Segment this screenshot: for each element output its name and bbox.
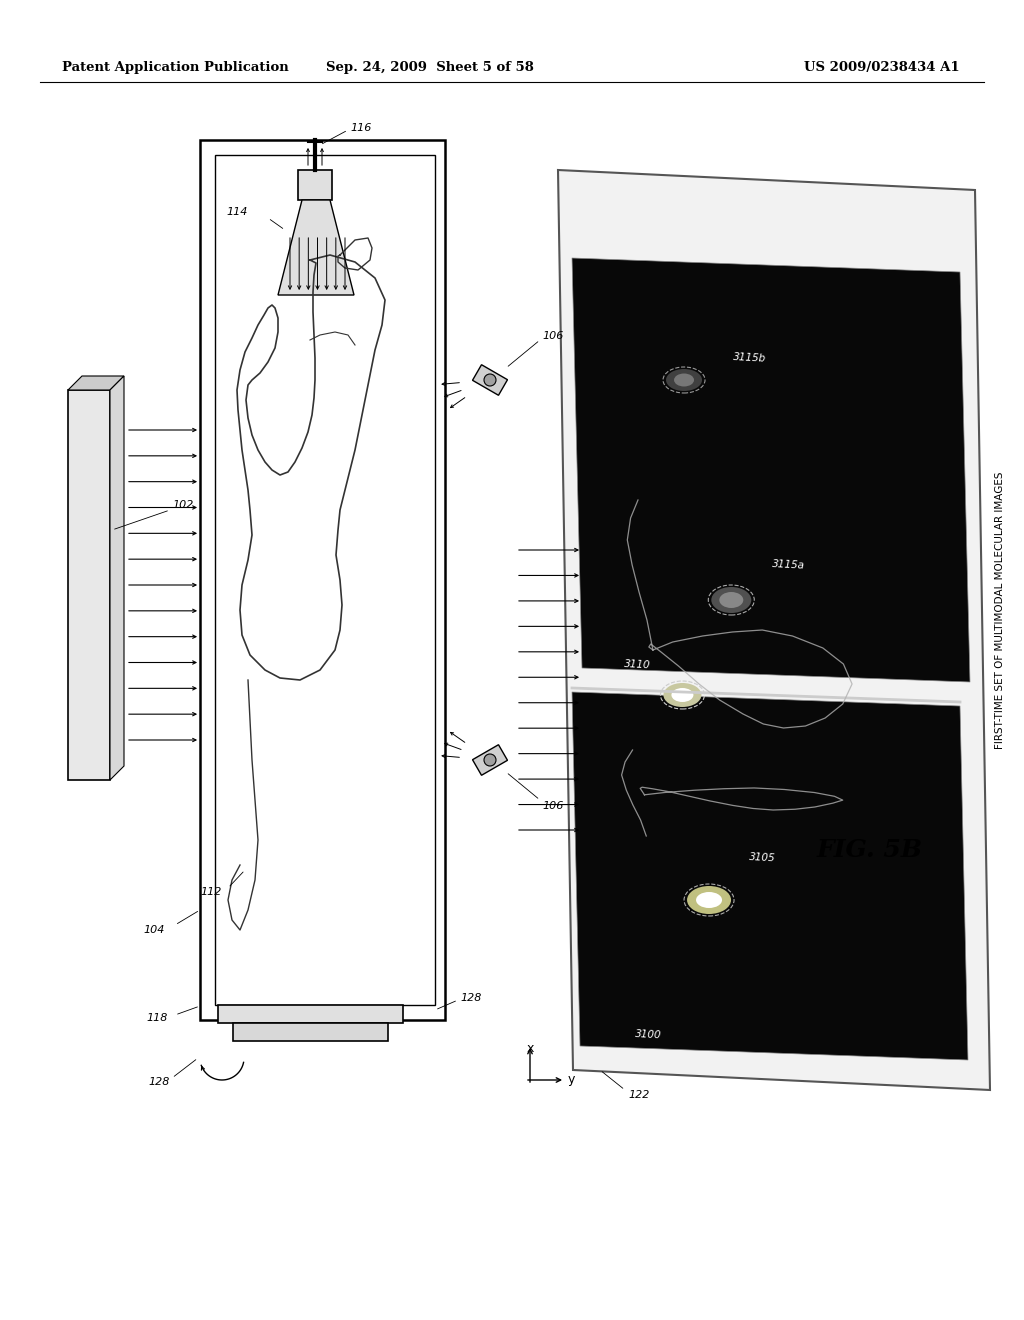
Bar [218, 1005, 403, 1023]
Text: 3100: 3100 [635, 1030, 662, 1040]
Text: 128: 128 [460, 993, 481, 1003]
Text: FIG. 5B: FIG. 5B [817, 838, 923, 862]
Text: x: x [526, 1041, 534, 1055]
Text: 122: 122 [628, 1090, 649, 1100]
Ellipse shape [672, 688, 693, 702]
Text: US 2009/0238434 A1: US 2009/0238434 A1 [805, 62, 961, 74]
Ellipse shape [664, 682, 701, 708]
Text: Sep. 24, 2009  Sheet 5 of 58: Sep. 24, 2009 Sheet 5 of 58 [326, 62, 534, 74]
Circle shape [484, 374, 496, 385]
Text: 114: 114 [226, 207, 248, 216]
Text: 3115b: 3115b [733, 352, 767, 364]
Polygon shape [68, 376, 124, 389]
Text: 3115a: 3115a [772, 560, 806, 570]
Polygon shape [278, 201, 354, 294]
Text: 116: 116 [350, 123, 372, 133]
Polygon shape [472, 364, 508, 395]
Ellipse shape [674, 374, 694, 387]
Bar [200, 140, 445, 1020]
Text: FIRST-TIME SET OF MULTIMODAL MOLECULAR IMAGES: FIRST-TIME SET OF MULTIMODAL MOLECULAR I… [995, 471, 1005, 748]
Polygon shape [472, 744, 508, 775]
Text: 3105: 3105 [750, 853, 776, 863]
Text: 106: 106 [542, 801, 563, 810]
Circle shape [484, 754, 496, 766]
Ellipse shape [719, 591, 743, 609]
Text: 3110: 3110 [624, 659, 650, 671]
Text: 112: 112 [201, 887, 222, 898]
Polygon shape [110, 376, 124, 780]
Text: 118: 118 [146, 1012, 168, 1023]
Ellipse shape [687, 886, 731, 913]
Ellipse shape [712, 587, 752, 612]
Text: 106: 106 [542, 331, 563, 341]
Text: Patent Application Publication: Patent Application Publication [62, 62, 289, 74]
Polygon shape [572, 692, 968, 1060]
Polygon shape [558, 170, 990, 1090]
Bar [68, 389, 110, 780]
Polygon shape [572, 257, 970, 682]
Ellipse shape [666, 370, 702, 391]
Text: 128: 128 [148, 1077, 170, 1086]
Text: y: y [568, 1073, 575, 1086]
Ellipse shape [696, 892, 722, 908]
Bar [233, 1023, 388, 1041]
Bar [215, 154, 435, 1005]
Text: 104: 104 [143, 925, 165, 935]
Bar [298, 170, 332, 201]
Text: 102: 102 [172, 500, 194, 510]
